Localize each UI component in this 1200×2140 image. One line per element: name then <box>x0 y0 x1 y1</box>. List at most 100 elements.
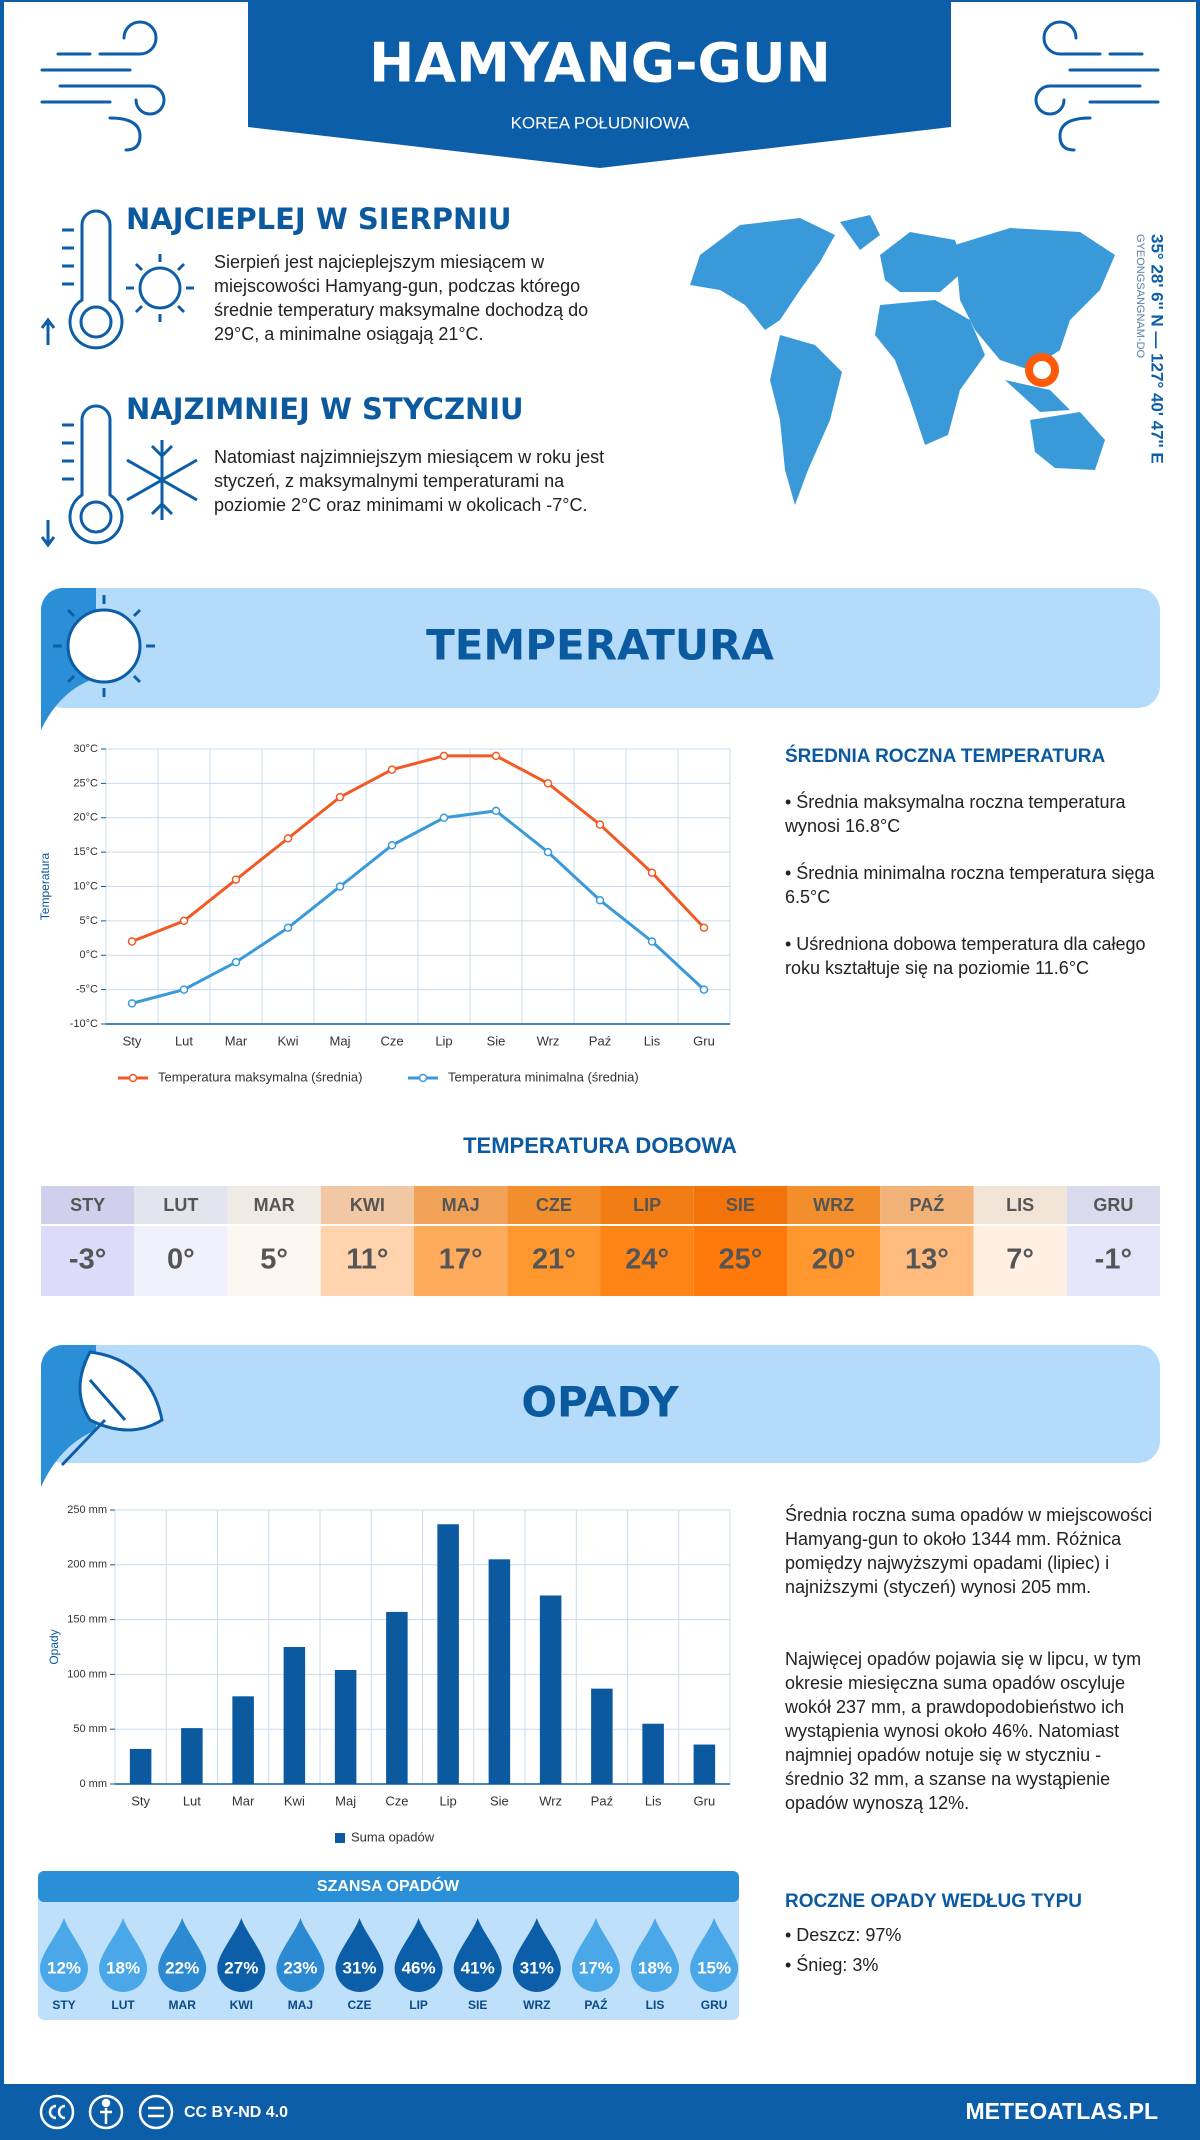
bar <box>539 1595 562 1784</box>
table-cell <box>1066 1186 1160 1296</box>
x-tick-label: Paź <box>589 1033 611 1048</box>
y-tick-label: 0 mm <box>80 1778 108 1790</box>
chance-month: STY <box>52 1998 75 2012</box>
chance-month: KWI <box>230 1998 253 2012</box>
table-header-shade <box>787 1186 881 1225</box>
table-cell <box>414 1186 508 1296</box>
y-axis-label: Opady <box>47 1629 61 1664</box>
month-label: SIE <box>726 1195 755 1215</box>
x-tick-label: Gru <box>693 1033 715 1048</box>
bar <box>488 1559 511 1784</box>
y-axis-label: Temperatura <box>38 852 52 920</box>
type-item: • Śnieg: 3% <box>785 1955 879 1975</box>
chance-month: LUT <box>111 1998 135 2012</box>
drop <box>217 1918 266 1992</box>
thermometer-icon <box>40 404 198 548</box>
chance-month: LIP <box>409 1998 428 2012</box>
table-header-shade <box>507 1186 601 1225</box>
table-header-shade <box>134 1186 228 1225</box>
daily-value: 25° <box>718 1244 762 1276</box>
daily-value: 13° <box>905 1244 949 1276</box>
fact-heading: NAJZIMNIEJ W STYCZNIU <box>126 392 524 426</box>
table-cell <box>507 1186 601 1296</box>
section-title: OPADY <box>521 1378 679 1427</box>
bar <box>334 1670 357 1784</box>
chance-value: 18% <box>106 1958 140 1977</box>
chance-value: 31% <box>342 1958 376 1977</box>
table-header-shade <box>320 1186 414 1225</box>
chance-value: 41% <box>461 1958 495 1977</box>
point <box>335 882 345 891</box>
x-tick-label: Cze <box>385 1793 408 1808</box>
x-tick-label: Kwi <box>278 1033 299 1048</box>
table-cell <box>880 1186 974 1296</box>
fact-text: Natomiast najzimniejszym miesiącem w rok… <box>214 447 605 515</box>
legend-label: Temperatura maksymalna (średnia) <box>158 1069 362 1084</box>
month-label: MAJ <box>442 1195 480 1215</box>
x-tick-label: Mar <box>225 1033 248 1048</box>
point <box>699 923 709 932</box>
point <box>543 847 553 857</box>
y-tick-label: 100 mm <box>67 1668 107 1680</box>
y-tick-label: -5°C <box>76 984 98 996</box>
section-banner <box>41 1345 1160 1463</box>
x-tick-label: Wrz <box>539 1793 562 1808</box>
point <box>231 875 241 884</box>
point <box>283 834 293 843</box>
bar <box>642 1723 664 1784</box>
drop <box>453 1918 502 1992</box>
point <box>387 841 397 850</box>
month-label: PAŹ <box>910 1194 945 1215</box>
table-title: TEMPERATURA DOBOWA <box>463 1133 737 1158</box>
drop <box>276 1918 325 1992</box>
point <box>647 937 657 946</box>
drop <box>158 1918 207 1992</box>
drop <box>99 1918 148 1992</box>
precip-paragraph: Najwięcej opadów pojawia się w lipcu, w … <box>785 1649 1142 1813</box>
point <box>231 957 241 967</box>
daily-value: 5° <box>260 1244 288 1276</box>
drop <box>512 1918 561 1992</box>
license: CC BY-ND 4.0 <box>184 2104 288 2121</box>
chance-value: 23% <box>283 1958 317 1977</box>
type-item: • Deszcz: 97% <box>785 1925 902 1945</box>
chance-title: SZANSA OPADÓW <box>317 1876 460 1895</box>
chance-month: SIE <box>468 1998 487 2012</box>
point <box>439 751 449 761</box>
legend-label: Temperatura minimalna (średnia) <box>448 1069 639 1084</box>
drop <box>631 1918 679 1992</box>
x-tick-label: Gru <box>694 1793 716 1808</box>
table-cell <box>134 1186 228 1296</box>
location-marker <box>1025 353 1059 387</box>
chance-box <box>38 1871 739 2020</box>
point <box>699 985 709 994</box>
y-tick-label: 0°C <box>80 949 99 961</box>
bar <box>437 1524 459 1784</box>
region: GYEONGSANGNAM-DO <box>1134 234 1146 359</box>
umbrella-icon <box>60 1350 164 1467</box>
x-tick-label: Sty <box>131 1793 150 1808</box>
y-tick-label: 5°C <box>80 915 99 927</box>
x-tick-label: Cze <box>380 1033 403 1048</box>
chance-value: 46% <box>402 1958 436 1977</box>
month-label: LIS <box>1006 1195 1034 1215</box>
x-tick-label: Sie <box>487 1033 506 1048</box>
type-heading: ROCZNE OPADY WEDŁUG TYPU <box>785 1891 1082 1912</box>
point <box>127 999 137 1008</box>
footer <box>0 2084 1200 2140</box>
y-tick-label: 20°C <box>73 812 98 824</box>
x-tick-label: Lis <box>644 1033 661 1048</box>
chance-value: 17% <box>579 1958 613 1977</box>
daily-value: 20° <box>812 1244 856 1276</box>
fact-heading: NAJCIEPLEJ W SIERPNIU <box>126 202 512 236</box>
x-tick-label: Lip <box>439 1793 456 1808</box>
chance-value: 31% <box>520 1958 554 1977</box>
month-label: STY <box>70 1195 105 1215</box>
y-tick-label: 10°C <box>73 880 98 892</box>
chance-value: 12% <box>47 1958 81 1977</box>
y-tick-label: 25°C <box>73 777 98 789</box>
x-tick-label: Lip <box>435 1033 452 1048</box>
x-tick-label: Lut <box>175 1033 193 1048</box>
